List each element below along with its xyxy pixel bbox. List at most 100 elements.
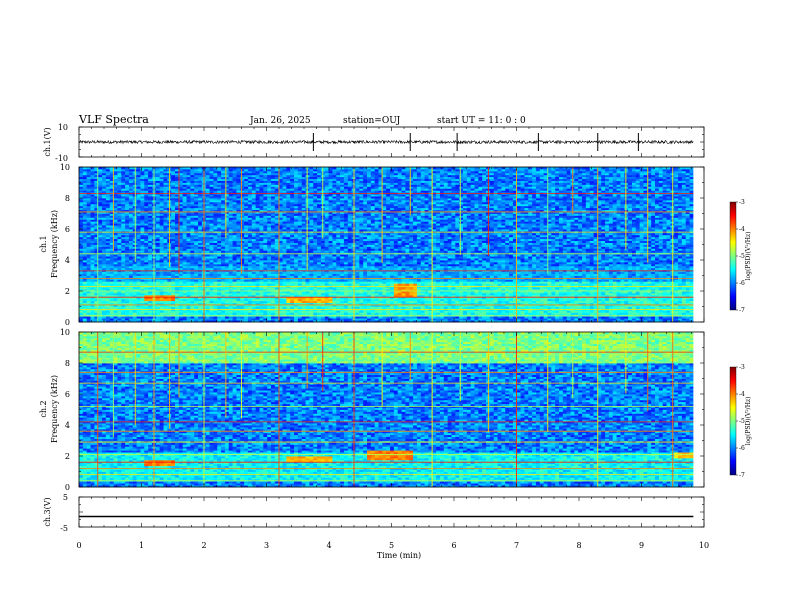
- spectrogram-cell: [301, 306, 306, 309]
- spectrogram-cell: [647, 298, 652, 302]
- spectrogram-cell: [155, 316, 161, 319]
- spectrogram-cell: [578, 306, 583, 309]
- spectrogram-cell: [551, 291, 556, 294]
- spectrogram-cell: [528, 292, 533, 296]
- spectrogram-cell: [551, 292, 556, 296]
- spectrogram-cell: [635, 304, 641, 307]
- spectrogram-cell: [255, 306, 260, 309]
- spectrogram-cell: [236, 316, 241, 319]
- spectrogram-cell: [259, 294, 264, 298]
- spectrogram-cell: [413, 292, 418, 296]
- spectrogram-cell: [109, 304, 114, 307]
- spectrogram-cell: [232, 312, 237, 315]
- spectrogram-cell: [616, 296, 621, 300]
- spectrogram-cell: [144, 292, 149, 296]
- spectrogram-cell: [159, 291, 164, 294]
- spectrogram-cell: [620, 318, 625, 321]
- spectrogram-cell: [432, 298, 437, 302]
- spectrogram-cell: [171, 316, 176, 319]
- spectrogram-cell: [305, 320, 310, 323]
- spectrogram-cell: [205, 302, 210, 305]
- spectrogram-cell: [359, 291, 364, 294]
- spectrogram-cell: [278, 302, 283, 305]
- spectrogram-cell: [297, 300, 303, 304]
- spectrogram-cell: [566, 300, 571, 304]
- spectrogram-cell: [439, 306, 445, 309]
- spectrogram-cell: [666, 312, 671, 315]
- spectrogram-cell: [474, 292, 479, 296]
- spectrogram-cell: [205, 294, 210, 298]
- spectrogram-cell: [343, 302, 349, 305]
- spectrogram-cell: [236, 302, 241, 305]
- spectrogram-cell: [689, 296, 694, 300]
- spectrogram-cell: [555, 294, 560, 298]
- spectrogram-cell: [317, 294, 322, 298]
- spectrogram-cell: [447, 300, 452, 304]
- spectrogram-cell: [343, 310, 349, 313]
- spectrogram-cell: [343, 316, 349, 319]
- spectrogram-cell: [136, 302, 141, 305]
- spectrogram-cell: [635, 292, 641, 296]
- spectrogram-cell: [555, 296, 560, 300]
- spectrogram-cell: [359, 296, 364, 300]
- spectrogram-cell: [443, 320, 449, 323]
- spectrogram-cell: [631, 306, 637, 309]
- spectrogram-cell: [512, 316, 518, 319]
- spectrogram-cell: [355, 296, 360, 300]
- spectrogram-cell: [543, 300, 548, 304]
- spectrogram-cell: [121, 302, 126, 305]
- spectrogram-cell: [685, 298, 690, 302]
- spectrogram-cell: [382, 289, 387, 292]
- spectrogram-cell: [386, 289, 391, 292]
- spectrogram-cell: [662, 310, 667, 313]
- spectrogram-cell: [662, 302, 667, 305]
- spectrogram-cell: [274, 306, 280, 309]
- spectrogram-cell: [90, 292, 95, 296]
- spectrogram-cell: [405, 304, 410, 307]
- spectrogram-cell: [578, 302, 583, 305]
- spectrogram-cell: [589, 300, 594, 304]
- spectrogram-cell: [605, 316, 610, 319]
- spectrogram-cell: [462, 306, 468, 309]
- spectrogram-cell: [167, 289, 172, 292]
- spectrogram-cell: [270, 318, 276, 321]
- spectrogram-cell: [382, 310, 387, 313]
- spectrogram-cell: [585, 291, 591, 294]
- spectrogram-cell: [608, 296, 614, 300]
- spectrogram-cell: [647, 294, 652, 298]
- spectrogram-cell: [132, 289, 137, 292]
- spectrogram-cell: [539, 316, 545, 319]
- spectrogram-cell: [512, 306, 518, 309]
- spectrogram-cell: [232, 291, 237, 294]
- spectrogram-cell: [294, 291, 299, 294]
- spectrogram-cell: [616, 292, 621, 296]
- spectrogram-cell: [416, 310, 422, 313]
- spectrogram-cell: [462, 300, 468, 304]
- spectrogram-cell: [555, 312, 560, 315]
- spectrogram-cell: [605, 298, 610, 302]
- spectrogram-cell: [267, 304, 272, 307]
- spectrogram-cell: [282, 291, 287, 294]
- spectrogram-cell: [455, 300, 460, 304]
- spectrogram-cell: [374, 302, 379, 305]
- spectrogram-cell: [616, 316, 621, 319]
- spectrogram-cell: [232, 304, 237, 307]
- spectrogram-cell: [324, 316, 329, 319]
- spectrogram-cell: [401, 298, 406, 302]
- spectrogram-cell: [374, 289, 379, 292]
- spectrogram-cell: [539, 292, 545, 296]
- spectrogram-cell: [221, 304, 226, 307]
- spectrogram-cell: [347, 306, 353, 309]
- spectrogram-cell: [274, 316, 280, 319]
- spectrogram-cell: [424, 304, 429, 307]
- spectrogram-cell: [313, 296, 318, 300]
- spectrogram-cell: [82, 310, 88, 313]
- spectrogram-cell: [159, 287, 164, 290]
- spectrogram-cell: [244, 304, 249, 307]
- spectrogram-cell: [286, 292, 291, 296]
- spectrogram-cell: [232, 318, 237, 321]
- spectrogram-cell: [228, 300, 233, 304]
- spectrogram-cell: [562, 306, 568, 309]
- spectrogram-cell: [678, 318, 683, 321]
- spectrogram-cell: [320, 318, 326, 321]
